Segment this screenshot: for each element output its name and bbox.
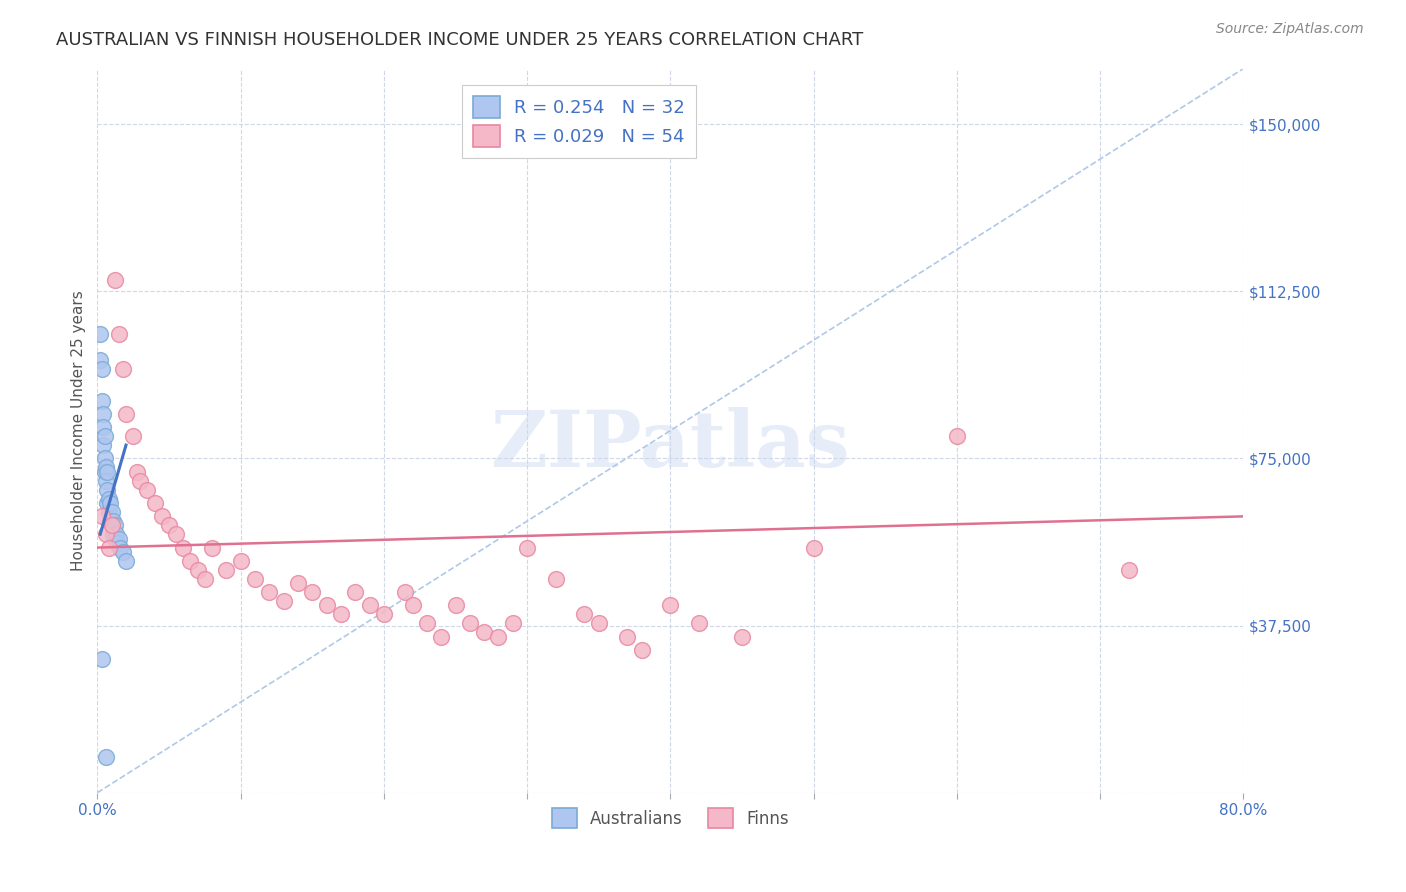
Point bbox=[94, 527, 117, 541]
Point bbox=[588, 616, 610, 631]
Point bbox=[127, 465, 149, 479]
Point bbox=[98, 496, 121, 510]
Point bbox=[544, 572, 567, 586]
Point bbox=[287, 576, 309, 591]
Point bbox=[96, 483, 118, 497]
Point bbox=[93, 451, 115, 466]
Point bbox=[101, 527, 124, 541]
Point bbox=[401, 599, 423, 613]
Point bbox=[394, 585, 416, 599]
Point bbox=[103, 273, 125, 287]
Point bbox=[100, 505, 122, 519]
Point bbox=[122, 429, 145, 443]
Y-axis label: Householder Income Under 25 years: Householder Income Under 25 years bbox=[72, 290, 86, 571]
Point bbox=[616, 630, 638, 644]
Point bbox=[90, 652, 112, 666]
Point bbox=[229, 554, 252, 568]
Point bbox=[94, 460, 117, 475]
Point bbox=[243, 572, 266, 586]
Point bbox=[273, 594, 295, 608]
Point bbox=[315, 599, 337, 613]
Point bbox=[94, 474, 117, 488]
Point bbox=[90, 362, 112, 376]
Text: AUSTRALIAN VS FINNISH HOUSEHOLDER INCOME UNDER 25 YEARS CORRELATION CHART: AUSTRALIAN VS FINNISH HOUSEHOLDER INCOME… bbox=[56, 31, 863, 49]
Point bbox=[110, 541, 132, 555]
Point bbox=[630, 643, 652, 657]
Point bbox=[179, 554, 201, 568]
Point bbox=[96, 465, 118, 479]
Point bbox=[472, 625, 495, 640]
Point bbox=[215, 563, 238, 577]
Point bbox=[108, 532, 131, 546]
Point bbox=[98, 514, 121, 528]
Point bbox=[150, 509, 173, 524]
Point bbox=[136, 483, 159, 497]
Point bbox=[516, 541, 538, 555]
Point bbox=[107, 536, 129, 550]
Point bbox=[97, 491, 120, 506]
Point bbox=[100, 518, 122, 533]
Point bbox=[444, 599, 467, 613]
Point bbox=[93, 429, 115, 443]
Point bbox=[187, 563, 209, 577]
Point bbox=[108, 326, 131, 341]
Point bbox=[91, 407, 114, 421]
Point bbox=[90, 393, 112, 408]
Point bbox=[803, 541, 825, 555]
Point bbox=[344, 585, 367, 599]
Point bbox=[143, 496, 166, 510]
Point bbox=[1118, 563, 1140, 577]
Point bbox=[946, 429, 969, 443]
Point bbox=[103, 518, 125, 533]
Point bbox=[194, 572, 217, 586]
Point bbox=[430, 630, 453, 644]
Point bbox=[329, 607, 352, 622]
Point bbox=[97, 505, 120, 519]
Point bbox=[416, 616, 439, 631]
Point bbox=[100, 518, 122, 533]
Point bbox=[574, 607, 596, 622]
Point bbox=[301, 585, 323, 599]
Point bbox=[259, 585, 281, 599]
Point bbox=[112, 362, 135, 376]
Legend: Australians, Finns: Australians, Finns bbox=[546, 801, 796, 835]
Point bbox=[731, 630, 754, 644]
Point bbox=[659, 599, 682, 613]
Point bbox=[104, 527, 127, 541]
Point bbox=[458, 616, 481, 631]
Point bbox=[172, 541, 194, 555]
Point bbox=[94, 750, 117, 764]
Point bbox=[112, 545, 135, 559]
Point bbox=[90, 509, 112, 524]
Point bbox=[115, 554, 138, 568]
Text: ZIPatlas: ZIPatlas bbox=[491, 407, 851, 483]
Point bbox=[89, 326, 111, 341]
Point bbox=[688, 616, 710, 631]
Point bbox=[201, 541, 224, 555]
Point bbox=[373, 607, 395, 622]
Point bbox=[96, 496, 118, 510]
Point bbox=[115, 407, 138, 421]
Point bbox=[488, 630, 510, 644]
Point bbox=[157, 518, 180, 533]
Point bbox=[91, 420, 114, 434]
Point bbox=[89, 353, 111, 368]
Point bbox=[165, 527, 187, 541]
Text: Source: ZipAtlas.com: Source: ZipAtlas.com bbox=[1216, 22, 1364, 37]
Point bbox=[91, 438, 114, 452]
Point bbox=[502, 616, 524, 631]
Point bbox=[129, 474, 152, 488]
Point bbox=[97, 541, 120, 555]
Point bbox=[101, 514, 124, 528]
Point bbox=[359, 599, 381, 613]
Point bbox=[93, 465, 115, 479]
